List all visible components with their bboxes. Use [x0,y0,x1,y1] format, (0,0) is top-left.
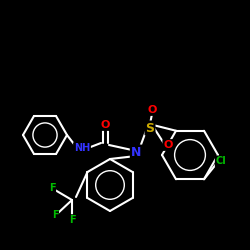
Text: NH: NH [74,143,90,153]
Text: S: S [146,122,154,134]
Text: F: F [52,210,58,220]
Text: N: N [131,146,141,158]
Text: F: F [49,183,55,193]
Text: F: F [69,215,75,225]
Text: O: O [100,120,110,130]
Text: O: O [163,140,173,150]
Text: O: O [147,105,157,115]
Text: Cl: Cl [216,156,226,166]
